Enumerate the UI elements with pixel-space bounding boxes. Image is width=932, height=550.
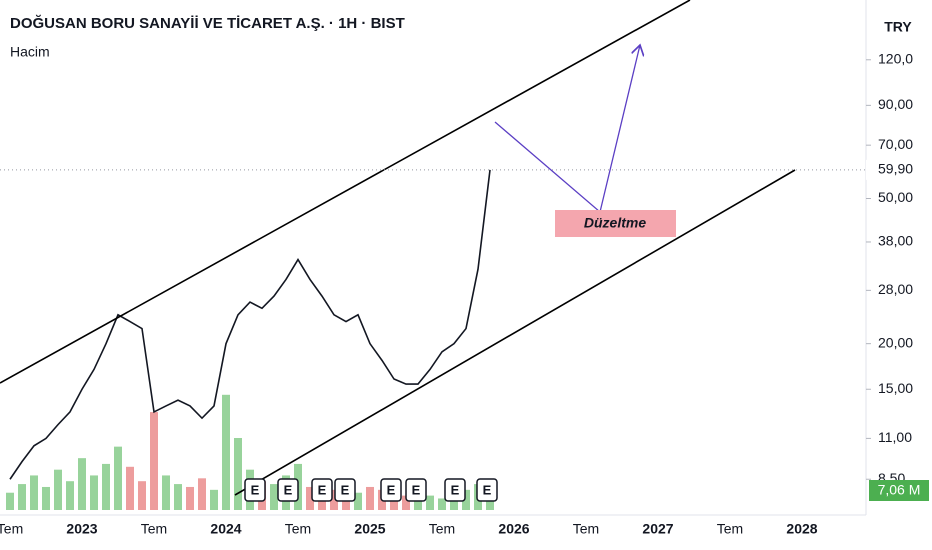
chart-title: DOĞUSAN BORU SANAYİİ VE TİCARET A.Ş. · 1… [10,14,405,32]
event-label: E [284,482,293,497]
event-label: E [251,482,260,497]
volume-bar [102,463,110,510]
x-tick-label: Tem [717,521,743,537]
y-tick-label: 20,00 [878,334,913,350]
currency: TRY [884,19,912,35]
event-label: E [451,482,460,497]
y-tick-label: 70,00 [878,136,913,152]
legend: Hacim [10,44,50,60]
volume-bar [162,475,170,510]
event-label: E [483,482,492,497]
event-marker [405,478,427,502]
volume-bar [222,394,230,510]
volume-bar [150,412,158,510]
y-tick-label: 11,00 [878,429,912,445]
y-tick-label: 15,00 [878,380,913,396]
x-tick-label: Tem [285,521,311,537]
event-marker [311,478,333,502]
arrow [494,45,640,214]
volume-bar [90,475,98,510]
volume-bar [306,486,314,510]
volume-bar [402,495,410,510]
volume-bar [426,495,434,510]
annotation: Düzeltme [584,215,646,231]
event-marker [277,478,299,502]
volume-bar [210,489,218,510]
y-tick-label: 90,00 [878,96,913,112]
volume-bar [66,481,74,510]
last-price-box [866,159,932,180]
y-tick-label: 28,00 [878,281,913,297]
price-line [9,169,491,480]
x-tick-label: Tem [429,521,455,537]
volume-bar [234,438,242,510]
y-tick-label: 120,0 [878,50,913,66]
x-tick-label: 2024 [210,521,241,537]
volume-bar [450,495,458,510]
annotation-box [555,210,676,237]
y-tick-label: 38,00 [878,233,913,249]
volume-bar [366,486,374,510]
volume-bar [198,478,206,510]
x-tick-label: 2023 [66,521,97,537]
volume-bar [78,458,86,510]
event-label: E [318,482,327,497]
volume-bar [174,484,182,510]
volume-bar [6,492,14,510]
volume-box [869,480,929,501]
volume-bar [270,484,278,510]
volume-label: 7,06 M [878,482,921,498]
volume-bar [18,484,26,510]
event-label: E [341,482,350,497]
event-marker [476,478,498,502]
event-label: E [387,482,396,497]
y-tick-label: 50,00 [878,189,913,205]
volume-bar [354,492,362,510]
volume-bar [462,489,470,510]
x-tick-label: 2028 [786,521,817,537]
channel-lower [234,169,796,496]
event-marker [444,478,466,502]
last-price-label: 59,90 [878,161,913,177]
x-tick-label: 2027 [642,521,673,537]
volume-bar [330,489,338,510]
event-marker [244,478,266,502]
x-tick-label: Tem [0,521,23,537]
event-marker [380,478,402,502]
volume-bar [42,486,50,510]
volume-bar [54,469,62,510]
volume-bar [126,466,134,510]
volume-bar [438,498,446,510]
x-tick-label: Tem [573,521,599,537]
volume-bar [186,486,194,510]
volume-bar [30,475,38,510]
event-label: E [412,482,421,497]
volume-bar [342,495,350,510]
x-tick-label: 2026 [498,521,529,537]
x-tick-label: 2025 [354,521,385,537]
event-marker [334,478,356,502]
volume-bar [138,481,146,510]
volume-bar [114,446,122,510]
x-tick-label: Tem [141,521,167,537]
channel-upper [0,0,691,384]
